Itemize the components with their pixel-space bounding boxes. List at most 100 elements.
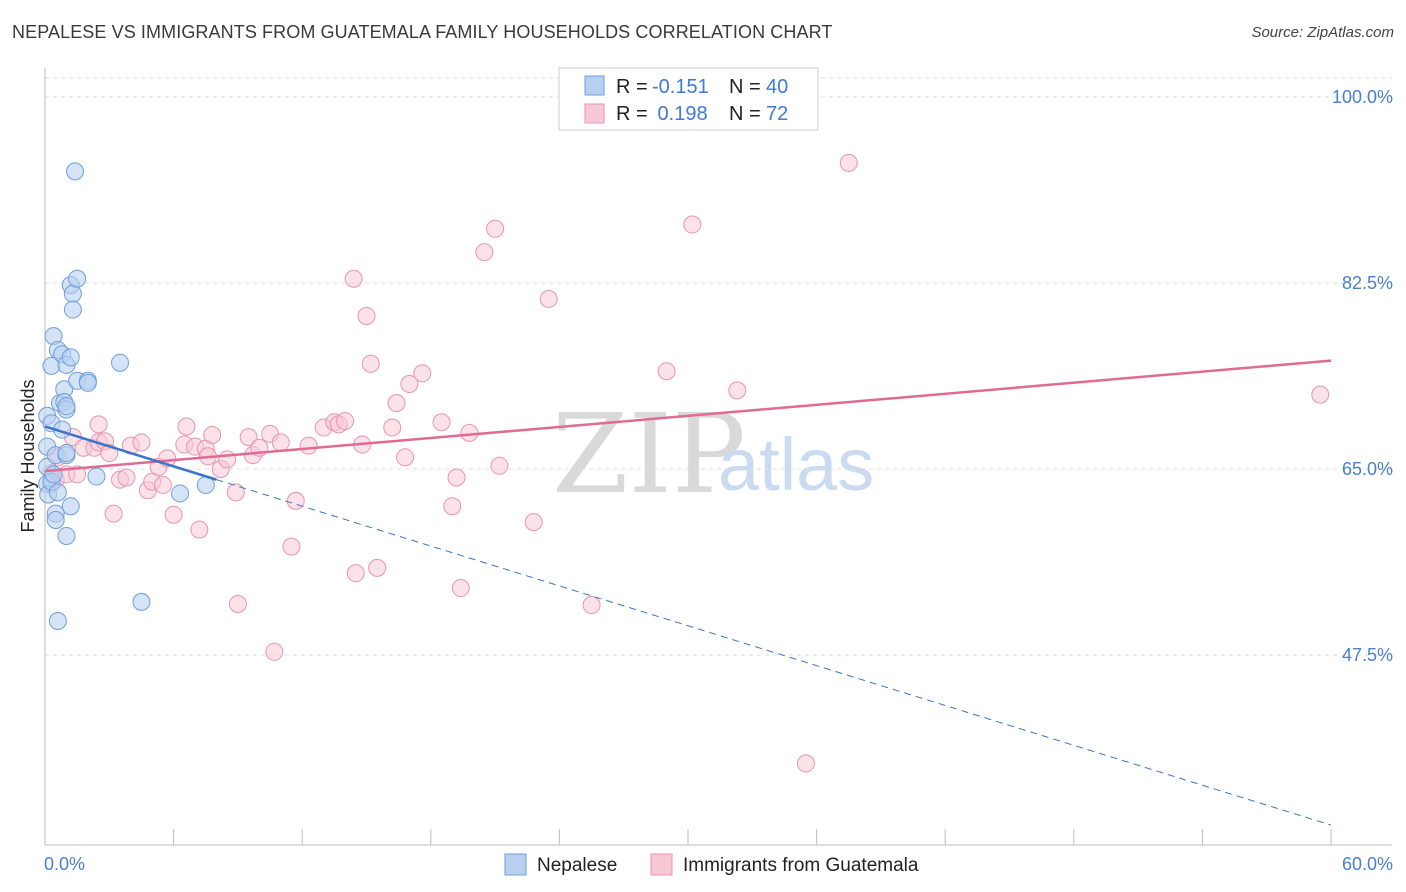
watermark-atlas: atlas bbox=[718, 423, 874, 506]
point-guatemala bbox=[657, 362, 676, 381]
point-nepalese bbox=[87, 467, 106, 486]
point-guatemala bbox=[282, 537, 301, 556]
point-nepalese bbox=[48, 611, 67, 630]
y-tick-label: 82.5% bbox=[1342, 273, 1393, 293]
point-guatemala bbox=[396, 448, 415, 467]
point-nepalese bbox=[57, 526, 76, 545]
point-nepalese bbox=[132, 592, 151, 611]
point-guatemala bbox=[286, 491, 305, 510]
point-guatemala bbox=[132, 433, 151, 452]
legend-swatch-guatemala bbox=[584, 103, 605, 124]
legend-r-value-nepalese: -0.151 bbox=[652, 76, 709, 98]
point-guatemala bbox=[344, 269, 363, 288]
point-nepalese bbox=[44, 465, 63, 484]
trend-line-guatemala bbox=[44, 359, 1332, 473]
point-guatemala bbox=[451, 579, 470, 598]
trend-lines bbox=[44, 359, 1332, 826]
point-guatemala bbox=[447, 468, 466, 487]
point-guatemala bbox=[153, 475, 172, 494]
x-tick-label-max: 60.0% bbox=[1342, 854, 1393, 874]
legend-r-label-nepalese: R = bbox=[616, 76, 648, 98]
y-tick-labels: 47.5% 65.0% 82.5% 100.0% bbox=[1332, 87, 1393, 665]
point-guatemala bbox=[475, 243, 494, 262]
point-guatemala bbox=[728, 381, 747, 400]
legend-r-value-guatemala: 0.198 bbox=[652, 103, 708, 125]
point-guatemala bbox=[582, 596, 601, 615]
point-guatemala bbox=[239, 428, 258, 447]
point-guatemala bbox=[89, 415, 108, 434]
legend-r-label-guatemala: R = bbox=[616, 103, 648, 125]
point-guatemala bbox=[346, 564, 365, 583]
point-guatemala bbox=[796, 754, 815, 773]
point-nepalese bbox=[61, 497, 80, 516]
legend-n-label-guatemala: N = bbox=[729, 103, 761, 125]
point-guatemala bbox=[524, 513, 543, 532]
point-guatemala bbox=[203, 425, 222, 444]
point-guatemala bbox=[218, 450, 237, 469]
point-guatemala bbox=[361, 354, 380, 373]
bottom-legend-label-guatemala: Immigrants from Guatemala bbox=[683, 855, 919, 876]
point-guatemala bbox=[226, 483, 245, 502]
watermark: ZIP atlas bbox=[552, 390, 874, 518]
trend-line-nepalese-extension bbox=[216, 479, 1332, 826]
point-guatemala bbox=[265, 642, 284, 661]
point-nepalese bbox=[48, 483, 67, 502]
chart-title: NEPALESE VS IMMIGRANTS FROM GUATEMALA FA… bbox=[12, 22, 833, 42]
point-guatemala bbox=[490, 456, 509, 475]
point-guatemala bbox=[271, 433, 290, 452]
legend-swatch-nepalese bbox=[584, 75, 605, 96]
point-guatemala bbox=[387, 394, 406, 413]
point-guatemala bbox=[368, 558, 387, 577]
point-guatemala bbox=[190, 520, 209, 539]
watermark-zip: ZIP bbox=[552, 390, 746, 518]
bottom-legend-label-nepalese: Nepalese bbox=[537, 855, 617, 876]
point-nepalese bbox=[66, 162, 85, 181]
point-nepalese bbox=[61, 348, 80, 367]
point-guatemala bbox=[539, 289, 558, 308]
bottom-legend-swatch-nepalese bbox=[504, 853, 527, 876]
point-guatemala bbox=[336, 412, 355, 431]
point-guatemala bbox=[177, 417, 196, 436]
point-guatemala bbox=[486, 219, 505, 238]
point-nepalese bbox=[57, 444, 76, 463]
point-guatemala bbox=[413, 364, 432, 383]
x-tick-label-min: 0.0% bbox=[44, 854, 85, 874]
point-guatemala bbox=[400, 374, 419, 393]
point-nepalese bbox=[57, 397, 76, 416]
y-tick-label: 100.0% bbox=[1332, 87, 1393, 107]
point-guatemala bbox=[164, 505, 183, 524]
series-nepalese bbox=[38, 162, 215, 630]
point-guatemala bbox=[117, 468, 136, 487]
point-guatemala bbox=[299, 436, 318, 455]
point-guatemala bbox=[104, 504, 123, 523]
series-legend: Nepalese Immigrants from Guatemala bbox=[504, 853, 919, 876]
legend-n-value-nepalese: 40 bbox=[766, 76, 788, 98]
legend-n-label-nepalese: N = bbox=[729, 76, 761, 98]
point-nepalese bbox=[63, 284, 82, 303]
point-nepalese bbox=[68, 269, 87, 288]
point-guatemala bbox=[68, 465, 87, 484]
point-guatemala bbox=[460, 423, 479, 442]
point-guatemala bbox=[357, 306, 376, 325]
point-guatemala bbox=[432, 413, 451, 432]
point-guatemala bbox=[683, 215, 702, 234]
point-nepalese bbox=[111, 353, 130, 372]
point-guatemala bbox=[443, 497, 462, 516]
x-ticks bbox=[44, 829, 1332, 845]
point-guatemala bbox=[1311, 385, 1330, 404]
point-nepalese bbox=[171, 484, 190, 503]
gridlines bbox=[45, 77, 1392, 656]
point-nepalese bbox=[46, 511, 65, 530]
y-tick-label: 65.0% bbox=[1342, 459, 1393, 479]
point-guatemala bbox=[839, 153, 858, 172]
trend-line-nepalese bbox=[44, 425, 217, 481]
point-nepalese bbox=[78, 373, 97, 392]
y-tick-label: 47.5% bbox=[1342, 645, 1393, 665]
point-guatemala bbox=[383, 418, 402, 437]
y-axis-title: Family Households bbox=[18, 379, 38, 532]
point-guatemala bbox=[228, 594, 247, 613]
legend-n-value-guatemala: 72 bbox=[766, 103, 788, 125]
point-nepalese bbox=[63, 300, 82, 319]
stats-legend: R = -0.151 N = 40 R = 0.198 N = 72 bbox=[558, 67, 819, 131]
